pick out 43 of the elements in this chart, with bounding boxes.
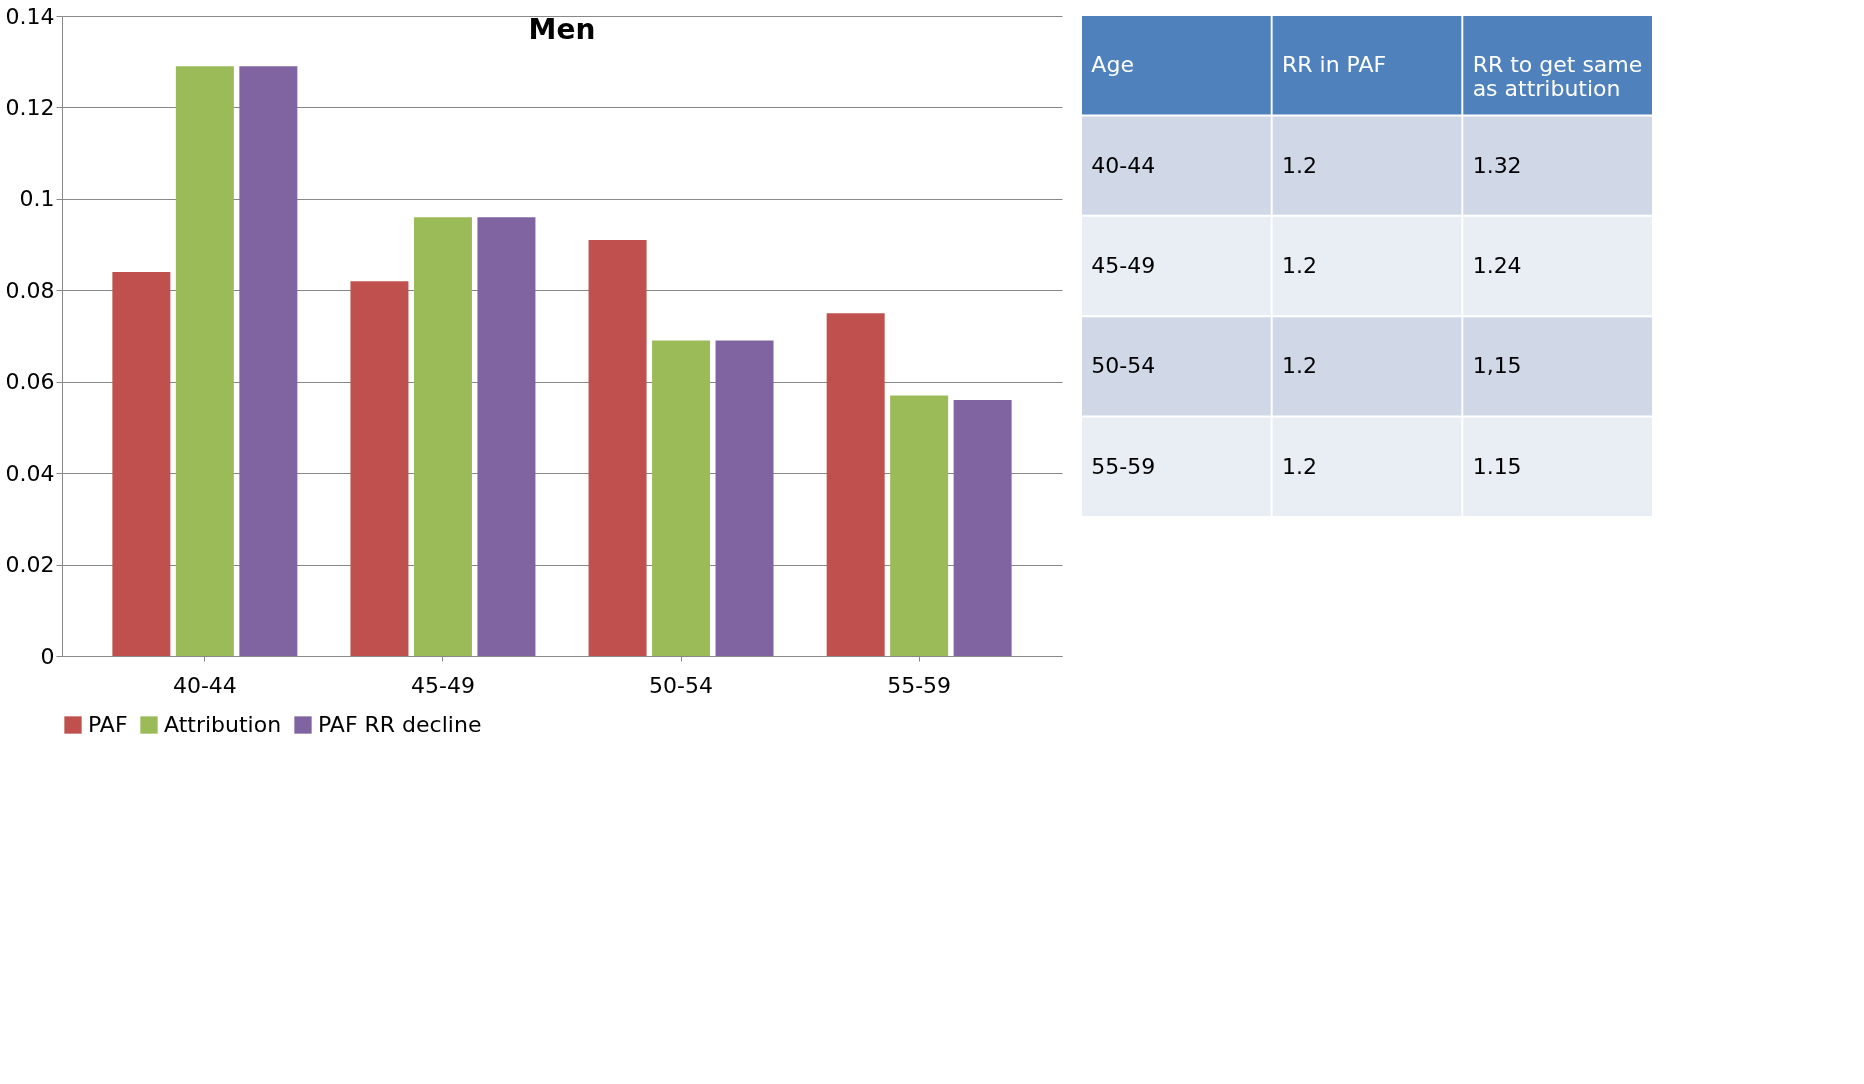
legend-label: PAF xyxy=(88,712,128,737)
category-label: RR in PAF xyxy=(1282,52,1387,78)
text: 1.32 xyxy=(1472,152,1522,178)
text: 1.24 xyxy=(1472,253,1522,278)
y-tick-label: 0.02 xyxy=(5,552,55,578)
x-tick-label: 40-44 xyxy=(172,672,237,698)
text: 50-54 xyxy=(1091,353,1156,379)
legend-label: Attribution xyxy=(164,712,282,737)
text: 45-49 xyxy=(1091,253,1156,278)
legend-label: PAF RR decline xyxy=(318,712,482,737)
x-tick-label: 55-59 xyxy=(887,672,952,698)
y-tick-label: 0.12 xyxy=(5,94,55,120)
category-label: RR to get same as attribution xyxy=(1472,52,1643,102)
bar xyxy=(890,395,949,656)
category-label: Age xyxy=(1091,52,1134,78)
text: 1,15 xyxy=(1472,353,1522,379)
bar xyxy=(239,66,298,656)
x-tick-label: 45-49 xyxy=(410,672,475,698)
bar xyxy=(588,240,647,656)
text: 1.2 xyxy=(1282,152,1317,178)
text: 1.2 xyxy=(1282,253,1317,278)
bar xyxy=(413,217,472,656)
bar xyxy=(350,281,409,656)
text: 1.15 xyxy=(1472,453,1522,479)
bar xyxy=(652,340,711,656)
text: 55-59 xyxy=(1091,453,1156,479)
bar xyxy=(953,400,1012,656)
y-tick-label: 0.06 xyxy=(5,369,55,395)
x-tick-label: 50-54 xyxy=(649,672,714,698)
chart-title: Men xyxy=(528,13,596,46)
y-tick-label: 0.1 xyxy=(19,186,55,212)
y-tick-label: 0.08 xyxy=(5,277,55,303)
bar xyxy=(826,313,885,656)
y-tick-label: 0.14 xyxy=(5,3,55,29)
bar xyxy=(112,272,171,656)
text: 1.2 xyxy=(1282,353,1317,379)
bar xyxy=(175,66,234,656)
bar xyxy=(715,340,774,656)
y-tick-label: 0 xyxy=(40,643,55,669)
bar xyxy=(477,217,536,656)
text: 1.2 xyxy=(1282,453,1317,479)
text: 40-44 xyxy=(1091,152,1156,178)
y-tick-label: 0.04 xyxy=(5,460,55,486)
